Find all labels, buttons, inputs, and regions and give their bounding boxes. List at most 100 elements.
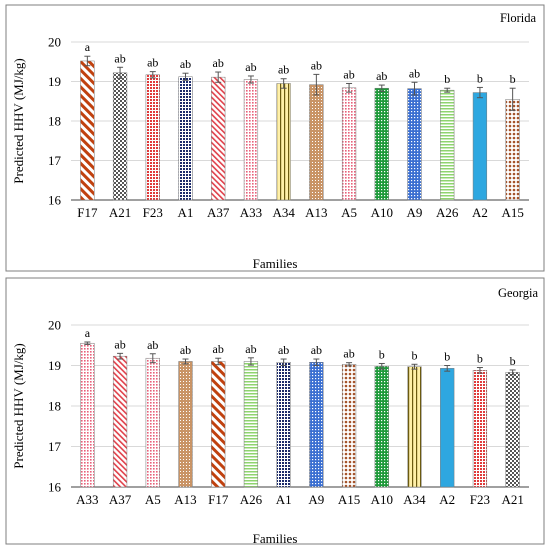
bar-a2 <box>472 92 488 201</box>
significance-letter: b <box>510 354 516 368</box>
x-tick-label: A9 <box>308 492 324 507</box>
bar-a10 <box>374 366 389 488</box>
significance-letter: ab <box>245 342 256 356</box>
y-tick-label: 18 <box>48 399 61 414</box>
x-tick-label: A34 <box>403 492 426 507</box>
x-axis-label: Families <box>253 531 298 546</box>
y-tick-label: 20 <box>48 35 61 50</box>
x-tick-label: A33 <box>76 492 98 507</box>
y-axis-label: Predicted HHV (MJ/kg) <box>11 58 26 183</box>
significance-letter: ab <box>278 63 289 77</box>
significance-letter: ab <box>114 51 125 65</box>
y-tick-label: 19 <box>48 74 61 89</box>
x-tick-label: A5 <box>341 205 357 220</box>
significance-letter: ab <box>213 342 224 356</box>
significance-letter: ab <box>245 60 256 74</box>
panel-georgia: 16 17 18 19 20 Predicted HHV (MJ/kg) Georgia Fa… <box>5 277 545 546</box>
significance-letter: ab <box>147 338 158 352</box>
y-axis-label: Predicted HHV (MJ/kg) <box>11 343 26 468</box>
x-tick-label: A5 <box>145 492 161 507</box>
bar-a26 <box>243 361 259 488</box>
significance-letter: ab <box>180 57 191 71</box>
y-tick-label: 19 <box>48 358 61 373</box>
bar-a26 <box>440 89 455 201</box>
significance-letter: ab <box>278 343 289 357</box>
significance-letter: b <box>444 350 450 364</box>
bar-a37 <box>211 76 226 201</box>
bar-a21 <box>505 372 520 488</box>
bar-a9 <box>407 88 422 201</box>
significance-letter: ab <box>376 69 387 83</box>
x-tick-label: A15 <box>338 492 360 507</box>
x-tick-label: A13 <box>174 492 196 507</box>
bar-a37 <box>112 355 128 488</box>
x-tick-label: A13 <box>305 205 327 220</box>
x-tick-label: A10 <box>371 205 393 220</box>
x-tick-label: A26 <box>436 205 459 220</box>
bar-a1 <box>276 362 291 488</box>
significance-letter: ab <box>311 343 322 357</box>
panel-label: Florida <box>500 11 537 25</box>
bar-a5 <box>341 87 357 201</box>
bar-f23 <box>472 370 488 488</box>
x-tick-label: A1 <box>178 205 194 220</box>
significance-letter: ab <box>180 343 191 357</box>
bar-a13 <box>309 84 324 201</box>
x-tick-label: A21 <box>109 205 131 220</box>
significance-letter: b <box>444 72 450 86</box>
x-tick-label: F23 <box>143 205 163 220</box>
bar-f17 <box>211 361 226 488</box>
bar-a15 <box>505 99 520 201</box>
significance-letter: ab <box>213 56 224 70</box>
bar-a5 <box>145 357 160 488</box>
x-tick-label: A2 <box>439 492 455 507</box>
bar-f23 <box>145 74 160 201</box>
significance-letter: a <box>85 40 91 54</box>
bar-a34 <box>276 83 291 201</box>
bar-a21 <box>112 72 128 201</box>
x-tick-label: A37 <box>207 205 230 220</box>
significance-letter: ab <box>343 347 354 361</box>
significance-letter: b <box>477 71 483 85</box>
significance-letter: ab <box>147 56 158 70</box>
significance-letter: b <box>412 348 418 362</box>
significance-letter: ab <box>409 66 420 80</box>
x-tick-label: A2 <box>472 205 488 220</box>
significance-letter: a <box>85 326 91 340</box>
y-tick-label: 17 <box>48 439 62 454</box>
significance-letter: b <box>510 72 516 86</box>
bar-a2 <box>440 368 455 488</box>
y-tick-label: 20 <box>48 318 61 333</box>
panel-florida: 16 17 18 19 20 Predicted HHV (MJ/kg) Florida Fa… <box>5 4 545 272</box>
bar-a10 <box>374 87 389 201</box>
x-axis-label: Families <box>253 256 298 271</box>
y-tick-label: 16 <box>48 193 62 208</box>
significance-letter: ab <box>311 58 322 72</box>
bar-a33 <box>243 79 259 201</box>
y-tick-label: 17 <box>48 153 62 168</box>
significance-letter: b <box>477 352 483 366</box>
x-tick-label: A1 <box>276 492 292 507</box>
x-tick-label: F17 <box>208 492 229 507</box>
significance-letter: ab <box>343 67 354 81</box>
panel-label: Georgia <box>498 286 538 300</box>
x-tick-label: A26 <box>240 492 263 507</box>
x-tick-label: A33 <box>240 205 262 220</box>
y-tick-label: 18 <box>48 114 61 129</box>
x-tick-label: A10 <box>371 492 393 507</box>
x-tick-label: F23 <box>470 492 490 507</box>
bar-a9 <box>309 362 324 488</box>
bar-a34 <box>407 366 422 488</box>
significance-letter: ab <box>114 337 125 351</box>
x-tick-label: A37 <box>109 492 132 507</box>
bar-a1 <box>178 76 193 201</box>
x-tick-label: A15 <box>501 205 523 220</box>
x-tick-label: A34 <box>272 205 295 220</box>
x-tick-label: F17 <box>77 205 98 220</box>
bar-f17 <box>80 60 95 201</box>
bar-a15 <box>341 364 357 488</box>
bar-a13 <box>178 361 193 488</box>
x-tick-label: A9 <box>407 205 423 220</box>
significance-letter: b <box>379 347 385 361</box>
